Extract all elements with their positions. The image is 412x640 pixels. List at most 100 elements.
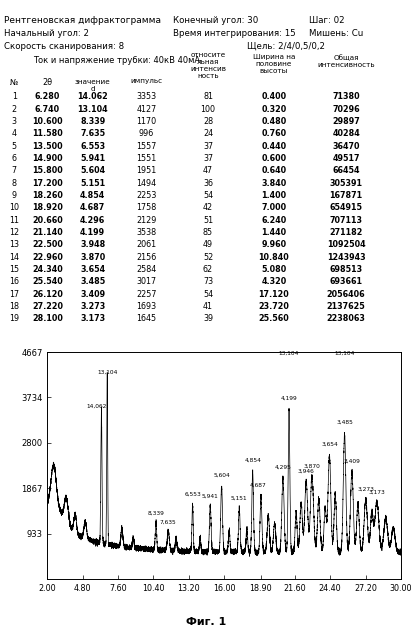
Text: 24: 24 bbox=[203, 129, 213, 138]
Text: 20.660: 20.660 bbox=[32, 216, 63, 225]
Text: 19: 19 bbox=[9, 314, 19, 323]
Text: 4.320: 4.320 bbox=[261, 278, 287, 287]
Text: 66454: 66454 bbox=[332, 166, 360, 175]
Text: Скорость сканирования: 8: Скорость сканирования: 8 bbox=[4, 42, 124, 51]
Text: 85: 85 bbox=[203, 228, 213, 237]
Text: 9: 9 bbox=[12, 191, 17, 200]
Text: 3538: 3538 bbox=[136, 228, 156, 237]
Text: 26.120: 26.120 bbox=[32, 290, 63, 299]
Text: Начальный угол: 2: Начальный угол: 2 bbox=[4, 29, 89, 38]
Text: 18.920: 18.920 bbox=[32, 204, 63, 212]
Text: импульс: импульс bbox=[130, 78, 162, 84]
Text: 4,295: 4,295 bbox=[274, 465, 291, 470]
Text: 3,173: 3,173 bbox=[368, 490, 385, 495]
Text: 2253: 2253 bbox=[136, 191, 157, 200]
Text: 37: 37 bbox=[203, 141, 213, 150]
Text: 6: 6 bbox=[12, 154, 17, 163]
Text: 3.173: 3.173 bbox=[80, 314, 105, 323]
Text: 167871: 167871 bbox=[330, 191, 363, 200]
Text: 62: 62 bbox=[203, 265, 213, 274]
Text: 10.600: 10.600 bbox=[32, 117, 63, 126]
Text: 8: 8 bbox=[12, 179, 17, 188]
Text: 81: 81 bbox=[203, 92, 213, 101]
Text: Щель: 2/4/0,5/0,2: Щель: 2/4/0,5/0,2 bbox=[247, 42, 325, 51]
Text: Общая
интенсивность: Общая интенсивность bbox=[317, 54, 375, 68]
Text: 54: 54 bbox=[203, 290, 213, 299]
Text: 996: 996 bbox=[138, 129, 154, 138]
Text: 10: 10 bbox=[9, 204, 19, 212]
Text: 1551: 1551 bbox=[136, 154, 157, 163]
Text: 13.104: 13.104 bbox=[77, 104, 108, 113]
Text: 1494: 1494 bbox=[136, 179, 156, 188]
Text: 17.200: 17.200 bbox=[32, 179, 63, 188]
Text: 100: 100 bbox=[201, 104, 215, 113]
Text: 3,409: 3,409 bbox=[344, 459, 360, 464]
Text: 22.960: 22.960 bbox=[32, 253, 63, 262]
Text: №: № bbox=[10, 78, 19, 87]
Text: 2238063: 2238063 bbox=[327, 314, 365, 323]
Text: 52: 52 bbox=[203, 253, 213, 262]
Text: 70296: 70296 bbox=[332, 104, 360, 113]
Text: 3.485: 3.485 bbox=[80, 278, 105, 287]
Text: 37: 37 bbox=[203, 154, 213, 163]
Text: Ток и напряжение трубки: 40кВ 40мА: Ток и напряжение трубки: 40кВ 40мА bbox=[33, 56, 200, 65]
Text: 654915: 654915 bbox=[330, 204, 363, 212]
Text: 3.948: 3.948 bbox=[80, 241, 105, 250]
Text: 27.220: 27.220 bbox=[32, 302, 63, 311]
Text: 4.854: 4.854 bbox=[80, 191, 105, 200]
Text: 28: 28 bbox=[203, 117, 213, 126]
Text: 14: 14 bbox=[9, 253, 19, 262]
Text: 3.840: 3.840 bbox=[261, 179, 287, 188]
Text: 1645: 1645 bbox=[136, 314, 156, 323]
Text: 7: 7 bbox=[12, 166, 17, 175]
Text: 707113: 707113 bbox=[330, 216, 363, 225]
Text: 49517: 49517 bbox=[332, 154, 360, 163]
Text: 3353: 3353 bbox=[136, 92, 156, 101]
Text: 4.199: 4.199 bbox=[80, 228, 105, 237]
Text: 2257: 2257 bbox=[136, 290, 157, 299]
Text: 47: 47 bbox=[203, 166, 213, 175]
Text: 36: 36 bbox=[203, 179, 213, 188]
Text: 40284: 40284 bbox=[332, 129, 360, 138]
Text: 18: 18 bbox=[9, 302, 19, 311]
Text: значение
d: значение d bbox=[75, 79, 110, 92]
Text: 7.635: 7.635 bbox=[80, 129, 105, 138]
Text: относите
льная
интенсив
ность: относите льная интенсив ность bbox=[190, 52, 226, 79]
Text: 0.760: 0.760 bbox=[262, 129, 286, 138]
Text: 693661: 693661 bbox=[330, 278, 363, 287]
Text: 12: 12 bbox=[9, 228, 19, 237]
Text: 1: 1 bbox=[12, 92, 17, 101]
Text: 1243943: 1243943 bbox=[327, 253, 365, 262]
Text: 13,104: 13,104 bbox=[335, 351, 355, 356]
Text: 6.740: 6.740 bbox=[35, 104, 60, 113]
Text: Конечный угол: 30: Конечный угол: 30 bbox=[173, 16, 258, 25]
Text: 39: 39 bbox=[203, 314, 213, 323]
Text: 3,273: 3,273 bbox=[357, 487, 374, 492]
Text: 6.280: 6.280 bbox=[35, 92, 60, 101]
Text: 0.480: 0.480 bbox=[261, 117, 287, 126]
Text: 1951: 1951 bbox=[136, 166, 157, 175]
Text: 18.260: 18.260 bbox=[32, 191, 63, 200]
Text: 1758: 1758 bbox=[136, 204, 157, 212]
Text: 0.600: 0.600 bbox=[262, 154, 286, 163]
Text: 3017: 3017 bbox=[136, 278, 156, 287]
Text: 1.400: 1.400 bbox=[262, 191, 286, 200]
Text: 13,104: 13,104 bbox=[97, 369, 117, 374]
Text: 2137625: 2137625 bbox=[327, 302, 365, 311]
Text: 3,654: 3,654 bbox=[321, 442, 338, 447]
Text: 23.720: 23.720 bbox=[259, 302, 289, 311]
Text: 13: 13 bbox=[9, 241, 19, 250]
Text: 14,062: 14,062 bbox=[87, 404, 107, 409]
Text: 5,604: 5,604 bbox=[213, 473, 230, 478]
Text: 41: 41 bbox=[203, 302, 213, 311]
Text: 2061: 2061 bbox=[136, 241, 156, 250]
Text: 14.900: 14.900 bbox=[32, 154, 63, 163]
Text: 4127: 4127 bbox=[136, 104, 157, 113]
Text: 14.062: 14.062 bbox=[77, 92, 108, 101]
Text: 21.140: 21.140 bbox=[32, 228, 63, 237]
Text: 5,941: 5,941 bbox=[202, 493, 219, 499]
Text: 3.870: 3.870 bbox=[80, 253, 105, 262]
Text: 2584: 2584 bbox=[136, 265, 157, 274]
Text: Ширина на
половине
высоты: Ширина на половине высоты bbox=[253, 54, 295, 74]
Text: 11.580: 11.580 bbox=[32, 129, 63, 138]
